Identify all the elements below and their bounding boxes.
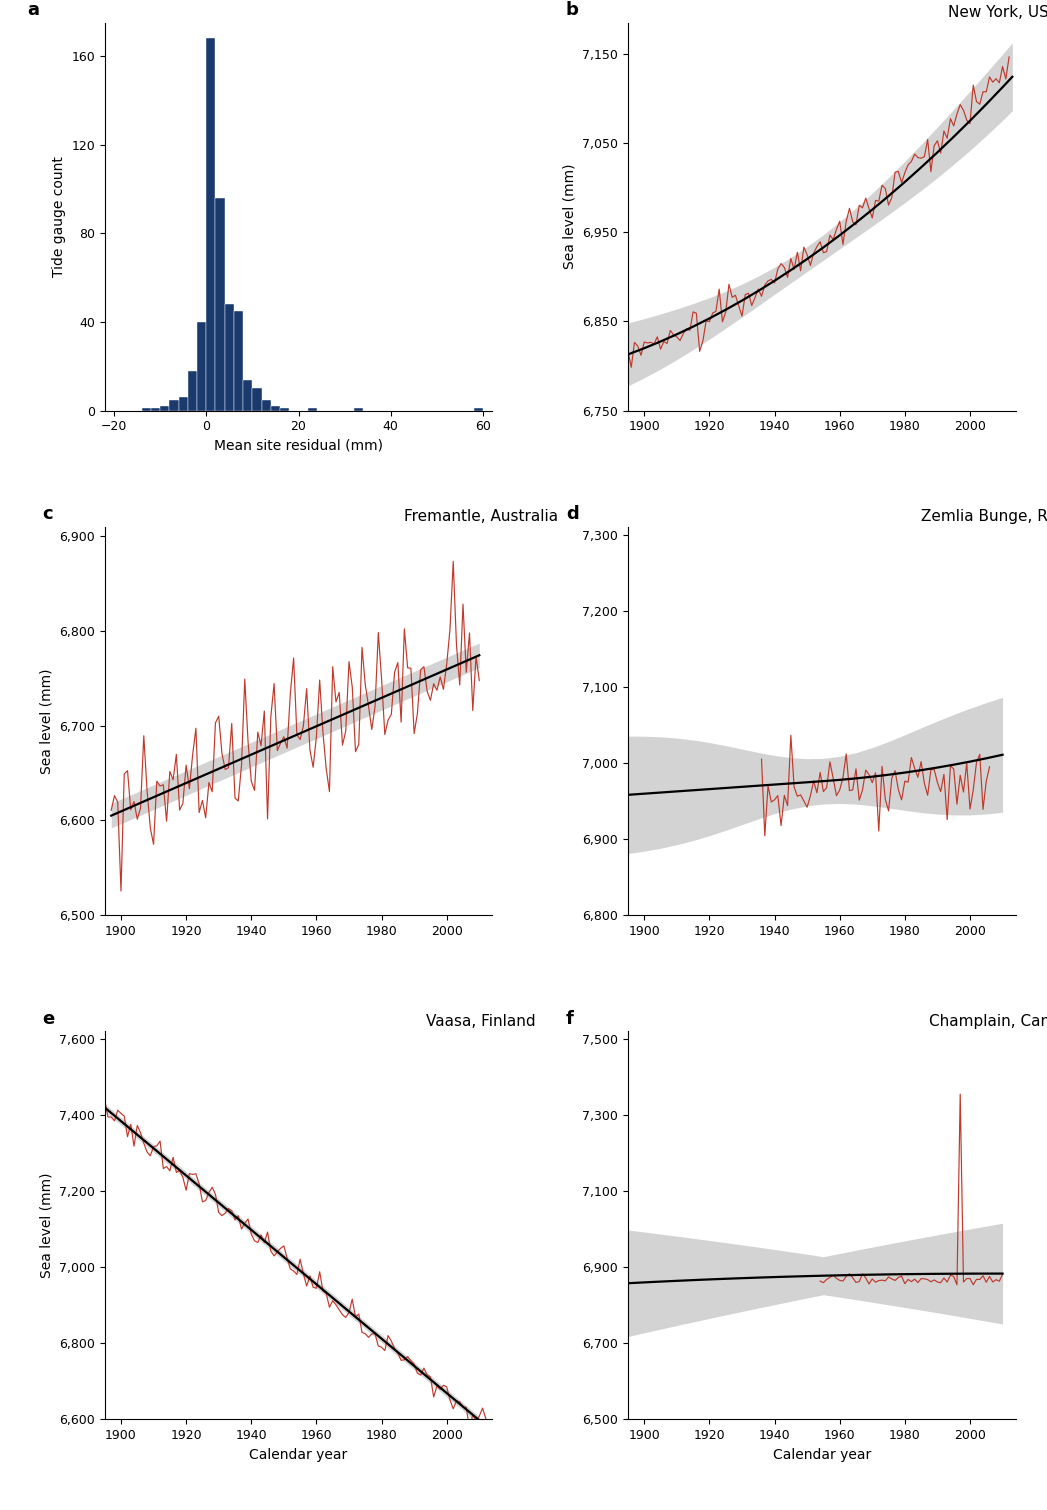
Bar (474, 408, 483, 411)
Text: f: f (566, 1010, 574, 1027)
Text: a: a (27, 2, 39, 18)
Bar (262, 400, 271, 411)
Bar (179, 397, 187, 411)
Bar (151, 408, 160, 411)
Bar (243, 379, 252, 411)
Title: Vaasa, Finland: Vaasa, Finland (426, 1013, 535, 1028)
Bar (206, 38, 216, 411)
Bar (271, 406, 280, 411)
Text: c: c (43, 506, 53, 522)
Bar (216, 198, 225, 411)
X-axis label: Calendar year: Calendar year (249, 1448, 348, 1462)
Title: Zemlia Bunge, Russia: Zemlia Bunge, Russia (921, 509, 1047, 524)
Bar (197, 322, 206, 411)
Y-axis label: Sea level (mm): Sea level (mm) (40, 669, 53, 773)
Bar (252, 388, 262, 411)
Bar (354, 408, 363, 411)
Bar (170, 400, 179, 411)
Bar (280, 408, 289, 411)
Y-axis label: Tide gauge count: Tide gauge count (51, 156, 66, 276)
Title: Champlain, Canada: Champlain, Canada (929, 1013, 1047, 1028)
Y-axis label: Sea level (mm): Sea level (mm) (562, 165, 577, 269)
Bar (225, 304, 233, 411)
Bar (141, 408, 151, 411)
Text: e: e (43, 1010, 54, 1027)
Title: New York, USA: New York, USA (949, 5, 1047, 20)
Text: b: b (566, 2, 579, 18)
X-axis label: Calendar year: Calendar year (773, 1448, 871, 1462)
Bar (187, 371, 197, 411)
X-axis label: Mean site residual (mm): Mean site residual (mm) (214, 439, 383, 453)
Bar (308, 408, 317, 411)
Y-axis label: Sea level (mm): Sea level (mm) (40, 1173, 53, 1277)
Bar (160, 406, 170, 411)
Text: d: d (566, 506, 579, 522)
Bar (233, 311, 243, 411)
Title: Fremantle, Australia: Fremantle, Australia (404, 509, 558, 524)
